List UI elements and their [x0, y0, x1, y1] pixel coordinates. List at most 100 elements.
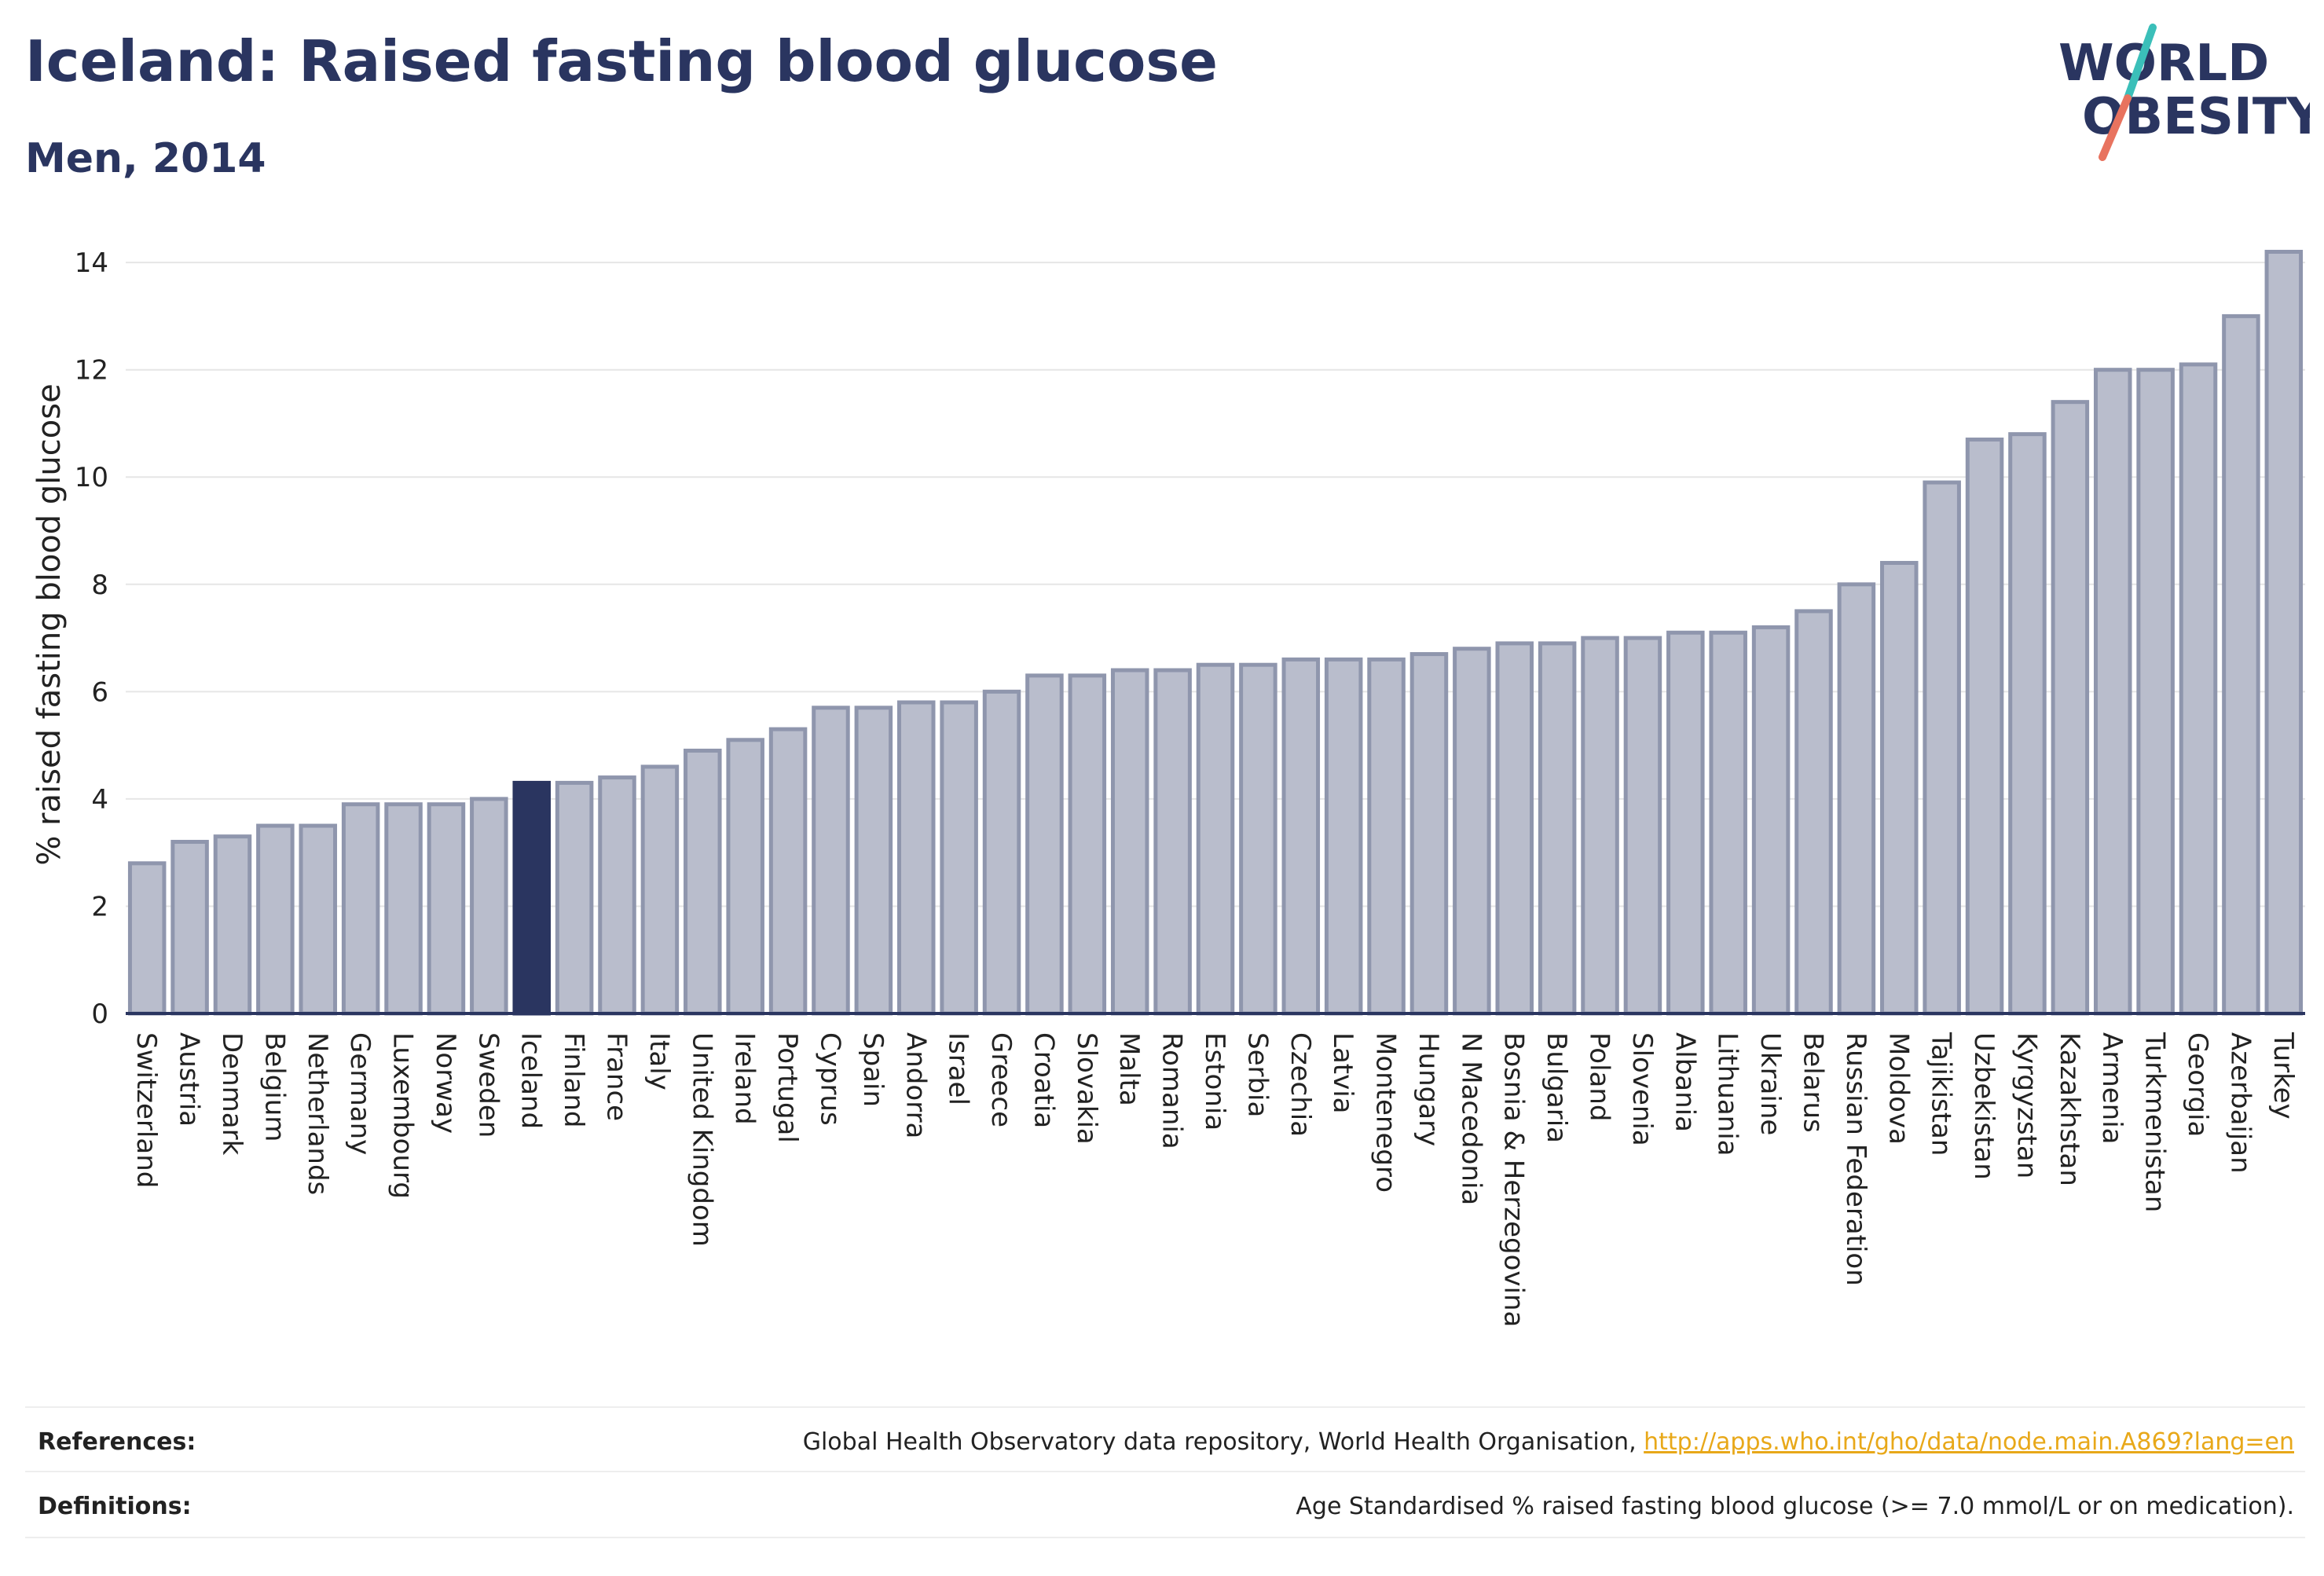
- logo-slash-bottom: [2099, 94, 2132, 161]
- x-tick-label: N Macedonia: [1455, 1032, 1486, 1205]
- x-tick-label: Cyprus: [814, 1032, 845, 1126]
- bar: [127, 861, 167, 1016]
- bar: [2179, 362, 2218, 1016]
- bar: [2222, 313, 2260, 1016]
- bar: [1965, 437, 2004, 1016]
- x-tick-label: Bosnia & Herzegovina: [1498, 1032, 1530, 1327]
- world-obesity-logo: WORLD OBESITY: [2058, 24, 2310, 161]
- references-label: References:: [38, 1428, 196, 1456]
- bar: [1923, 480, 1961, 1016]
- bar: [1623, 636, 1662, 1016]
- bar: [555, 780, 594, 1016]
- logo-line1: WORLD: [2058, 35, 2269, 93]
- bar: [726, 738, 764, 1016]
- bar: [1495, 641, 1534, 1016]
- bar-chart: 0 2 4 6 8 10 12 14 % raised fasting blood glucos…: [31, 247, 2305, 1327]
- x-tick-label: Austria: [174, 1032, 205, 1127]
- footer-divider-top: [25, 1406, 2305, 1408]
- x-tick-label: Germany: [344, 1032, 376, 1155]
- bar: [940, 700, 978, 1016]
- y-tick-label: 6: [91, 676, 108, 708]
- x-tick-label: Latvia: [1327, 1032, 1358, 1114]
- x-tick-label: Turkmenistan: [2139, 1032, 2171, 1212]
- bar: [2264, 249, 2304, 1016]
- x-tick-label: Georgia: [2182, 1032, 2213, 1137]
- bar: [1453, 647, 1491, 1016]
- bar: [2093, 368, 2132, 1016]
- y-tick-label: 0: [91, 999, 108, 1030]
- x-tick-label: Uzbekistan: [1968, 1032, 2000, 1180]
- footer-divider-middle: [25, 1471, 2305, 1472]
- x-tick-label: Montenegro: [1370, 1032, 1402, 1193]
- x-tick-label: Finland: [558, 1032, 589, 1128]
- x-tick-label: Netherlands: [302, 1032, 333, 1195]
- bar: [2051, 400, 2090, 1016]
- bar: [213, 834, 252, 1016]
- bar: [1880, 560, 1919, 1016]
- x-tick-label: Ukraine: [1754, 1032, 1786, 1135]
- bar: [470, 797, 508, 1016]
- y-tick-label: 12: [75, 355, 108, 387]
- x-tick-label: Switzerland: [130, 1032, 162, 1188]
- bar: [768, 727, 808, 1016]
- bar: [1538, 641, 1577, 1016]
- x-tick-label: Armenia: [2096, 1032, 2128, 1145]
- x-tick-label: Kyrgyzstan: [2011, 1032, 2042, 1178]
- bar: [427, 802, 466, 1016]
- x-tick-label: Kazakhstan: [2054, 1032, 2085, 1186]
- x-tick-label: Czechia: [1285, 1032, 1316, 1137]
- x-tick-label: Portugal: [772, 1032, 803, 1143]
- x-tick-label: Slovenia: [1626, 1032, 1658, 1146]
- references-text: Global Health Observatory data repositor…: [803, 1428, 2294, 1456]
- x-tick-label: Serbia: [1241, 1032, 1273, 1117]
- x-tick-label: United Kingdom: [686, 1032, 717, 1247]
- bar: [1367, 657, 1406, 1016]
- x-tick-label: Belarus: [1797, 1032, 1828, 1133]
- x-tick-label: Israel: [943, 1032, 974, 1105]
- x-tick-label: Italy: [643, 1032, 675, 1090]
- bar: [1025, 673, 1064, 1016]
- bar: [1324, 657, 1363, 1016]
- x-tick-label: France: [601, 1032, 632, 1121]
- y-tick-label: 14: [75, 247, 108, 279]
- x-tick-label: Moldova: [1882, 1032, 1914, 1145]
- x-tick-label: Iceland: [515, 1032, 547, 1129]
- bar: [2136, 368, 2175, 1016]
- bar: [896, 700, 936, 1016]
- x-tick-label: Romania: [1157, 1032, 1188, 1149]
- references-source: Global Health Observatory data repositor…: [802, 1428, 1644, 1456]
- bar: [1110, 668, 1149, 1016]
- page-subtitle: Men, 2014: [25, 135, 266, 182]
- x-tick-label: Sweden: [472, 1032, 504, 1138]
- bar: [2008, 432, 2047, 1016]
- bar: [640, 764, 680, 1016]
- bar: [1581, 636, 1619, 1016]
- x-tick-label: Tajikistan: [1926, 1032, 1957, 1156]
- bar: [1281, 657, 1321, 1016]
- x-tick-label: Ireland: [729, 1032, 761, 1125]
- bar: [1794, 609, 1833, 1016]
- x-tick-label: Lithuania: [1712, 1032, 1743, 1156]
- x-tick-label: Hungary: [1413, 1032, 1444, 1146]
- bar: [1709, 630, 1747, 1016]
- bar: [982, 689, 1021, 1016]
- bar: [1666, 630, 1705, 1016]
- x-tick-label: Norway: [430, 1032, 461, 1134]
- x-tick-label: Albania: [1669, 1032, 1700, 1132]
- bar: [299, 823, 338, 1016]
- y-tick-label: 2: [91, 891, 108, 922]
- definitions-text: Age Standardised % raised fasting blood …: [1296, 1493, 2294, 1520]
- x-tick-label: Turkey: [2267, 1032, 2299, 1120]
- bar: [854, 706, 893, 1016]
- bar: [598, 775, 636, 1016]
- references-link[interactable]: http://apps.who.int/gho/data/node.main.A…: [1644, 1428, 2294, 1456]
- bar: [1409, 652, 1449, 1016]
- bar: [1068, 673, 1107, 1016]
- bar: [684, 748, 722, 1016]
- x-tick-label: Poland: [1584, 1032, 1615, 1122]
- bar: [256, 823, 295, 1016]
- x-tick-label: Luxembourg: [387, 1032, 419, 1199]
- bar-highlight: [512, 780, 551, 1016]
- logo-slash-top: [2124, 24, 2157, 102]
- x-tick-label: Andorra: [900, 1032, 931, 1138]
